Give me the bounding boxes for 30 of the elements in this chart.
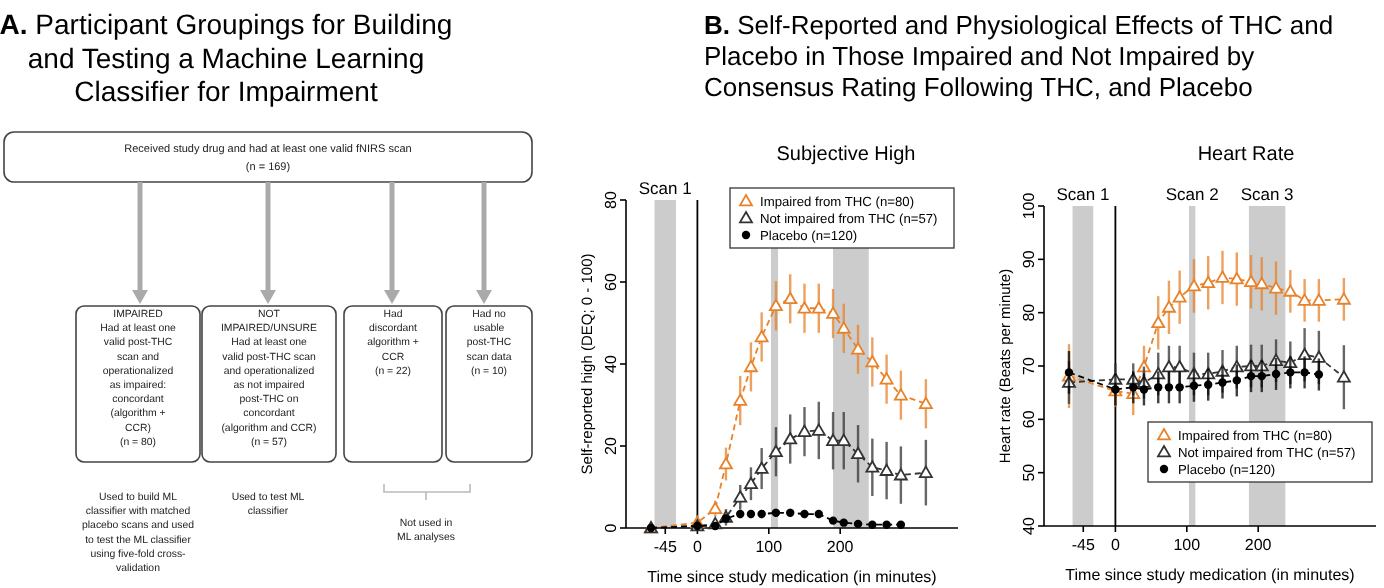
y-tick-label: 90 xyxy=(1020,249,1038,269)
y-tick-label: 40 xyxy=(602,354,620,373)
chart-subtitle: Subjective High xyxy=(776,144,916,166)
band-label: Scan 1 xyxy=(638,178,693,198)
text: B. Self-Reported and Physiological Effects of THC and Placebo in Those Impaired and Not Impaired by Consensus Rating Following THC, and Placebo xyxy=(704,10,1334,103)
x-tick-label: 200 xyxy=(1244,536,1273,554)
band-label: Scan 2 xyxy=(1165,184,1220,204)
text: A. Participant Groupings for Building and Testing a Machine Learning Classifier for Impairment xyxy=(0,8,453,108)
chart-title: Heart Rate xyxy=(1197,144,1296,166)
y-tick-label: 0 xyxy=(602,522,620,533)
y-tick-label: 20 xyxy=(602,436,620,455)
y-tick-label: 50 xyxy=(1020,462,1038,482)
y-tick-label: 40 xyxy=(1020,516,1038,535)
x-tick-label: -45 xyxy=(653,538,678,556)
band-label: Scan 1 xyxy=(1056,184,1110,204)
x-tick-label: -45 xyxy=(1071,536,1096,554)
x-tick-label: 100 xyxy=(755,538,784,556)
y-tick-label: 80 xyxy=(602,190,620,209)
x-tick-label: 0 xyxy=(692,538,703,556)
x-axis-title: Time since study medication (in minutes) xyxy=(1065,566,1356,584)
x-tick-label: 200 xyxy=(826,538,855,556)
y-tick-label: 80 xyxy=(1020,302,1038,322)
band-label: Scan 3 xyxy=(1240,184,1295,204)
y-tick-label: 60 xyxy=(602,272,620,291)
y-tick-label: 60 xyxy=(1020,409,1038,429)
y-tick-label: 70 xyxy=(1020,356,1038,375)
y-tick-label: 100 xyxy=(1020,191,1038,220)
x-tick-label: 100 xyxy=(1173,536,1202,554)
x-axis-title: Time since study medication (in minutes) xyxy=(647,568,938,586)
x-tick-label: 0 xyxy=(1110,536,1121,554)
